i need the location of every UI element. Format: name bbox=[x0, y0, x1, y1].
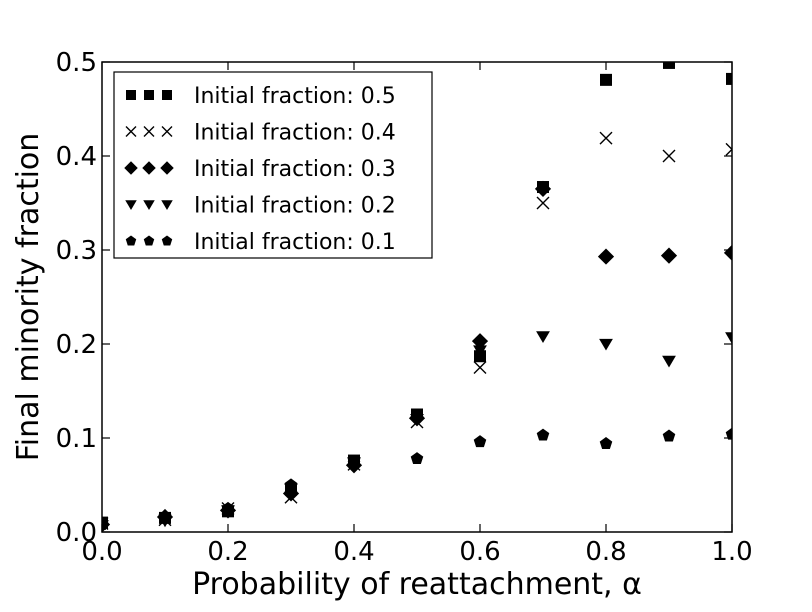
data-point bbox=[102, 517, 109, 530]
legend-marker bbox=[125, 200, 137, 210]
legend-item: Initial fraction: 0.5 bbox=[126, 84, 396, 109]
data-point bbox=[221, 501, 235, 514]
y-tick-label: 0.4 bbox=[56, 142, 97, 172]
legend-marker bbox=[124, 161, 138, 175]
data-point bbox=[473, 435, 487, 448]
data-point bbox=[536, 331, 550, 344]
x-tick-label: 0.4 bbox=[333, 537, 374, 567]
y-tick-label: 0.5 bbox=[56, 48, 97, 78]
data-point bbox=[473, 361, 487, 374]
legend-label: Initial fraction: 0.3 bbox=[194, 157, 396, 182]
legend-label: Initial fraction: 0.5 bbox=[194, 84, 396, 109]
y-tick-label: 0.1 bbox=[56, 424, 97, 454]
data-point bbox=[662, 149, 676, 163]
legend-marker bbox=[142, 161, 156, 175]
y-tick-label: 0.0 bbox=[56, 518, 97, 548]
legend-marker bbox=[161, 126, 173, 137]
data-point bbox=[536, 196, 550, 210]
data-point bbox=[663, 62, 675, 69]
legend-item: Initial fraction: 0.3 bbox=[124, 157, 396, 182]
legend-item: Initial fraction: 0.4 bbox=[125, 121, 396, 146]
y-axis-label: Final minority fraction bbox=[11, 133, 46, 462]
data-point bbox=[158, 511, 172, 524]
legend-marker bbox=[161, 200, 173, 210]
series-4 bbox=[102, 427, 732, 530]
legend-marker bbox=[162, 90, 172, 100]
x-axis-label: Probability of reattachment, α bbox=[192, 567, 642, 602]
data-point bbox=[597, 248, 615, 265]
data-point bbox=[473, 345, 487, 358]
data-point bbox=[534, 180, 552, 197]
legend: Initial fraction: 0.5 Initial fraction: 0… bbox=[113, 71, 433, 259]
x-tick-label: 0.0 bbox=[81, 537, 122, 567]
x-tick-label: 0.2 bbox=[207, 537, 248, 567]
legend-marker bbox=[160, 161, 174, 175]
legend-label: Initial fraction: 0.4 bbox=[194, 121, 396, 146]
data-point bbox=[662, 355, 676, 368]
data-point bbox=[599, 437, 613, 449]
legend-marker bbox=[125, 235, 137, 246]
data-point bbox=[660, 247, 678, 264]
y-tick-label: 0.2 bbox=[56, 330, 97, 360]
legend-marker bbox=[144, 90, 154, 100]
x-tick-label: 0.6 bbox=[459, 537, 500, 567]
legend-label: Initial fraction: 0.2 bbox=[194, 194, 396, 219]
data-point bbox=[725, 142, 732, 156]
data-point bbox=[599, 338, 613, 351]
data-point bbox=[600, 73, 612, 86]
data-point bbox=[410, 452, 424, 465]
data-point bbox=[410, 414, 424, 426]
legend-marker bbox=[143, 200, 155, 210]
data-point bbox=[536, 428, 550, 441]
axis-ticks: 0.0 0.2 0.4 0.6 0.8 1.0 0.0 0.1 0.2 0.3 0.4 0.5 bbox=[56, 48, 753, 567]
legend-marker bbox=[143, 235, 155, 246]
data-point bbox=[725, 332, 732, 344]
legend-label: Initial fraction: 0.1 bbox=[194, 230, 396, 255]
y-tick-label: 0.3 bbox=[56, 236, 97, 266]
data-point bbox=[723, 244, 732, 261]
data-point bbox=[725, 427, 732, 440]
x-tick-label: 1.0 bbox=[711, 537, 752, 567]
x-tick-label: 0.8 bbox=[585, 537, 626, 567]
data-points bbox=[102, 62, 732, 532]
legend-item: Initial fraction: 0.1 bbox=[125, 230, 396, 255]
legend-marker bbox=[126, 90, 136, 100]
data-point bbox=[662, 429, 676, 442]
legend-marker bbox=[143, 126, 155, 137]
data-point bbox=[471, 333, 489, 350]
series-3 bbox=[102, 331, 732, 532]
data-point bbox=[347, 456, 361, 469]
data-point bbox=[726, 72, 732, 85]
data-point bbox=[599, 131, 613, 145]
legend-item: Initial fraction: 0.2 bbox=[125, 194, 396, 219]
data-point bbox=[284, 478, 298, 491]
legend-marker bbox=[161, 235, 173, 246]
plot-frame bbox=[101, 61, 733, 533]
legend-marker bbox=[125, 126, 137, 137]
